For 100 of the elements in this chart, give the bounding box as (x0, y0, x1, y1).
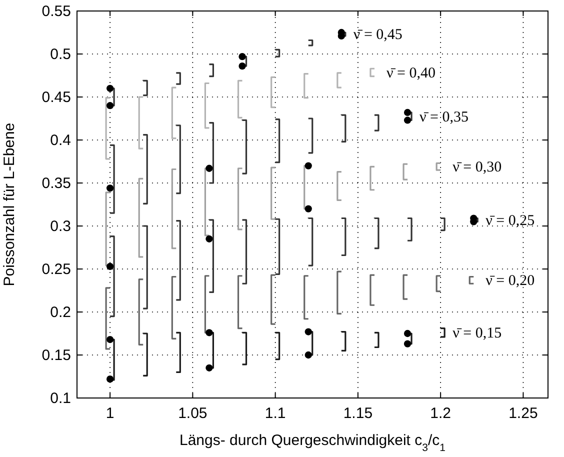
bar (340, 330, 346, 352)
bar (208, 122, 214, 184)
bar (237, 275, 244, 330)
point (206, 364, 213, 372)
bar (274, 118, 280, 164)
bar (270, 166, 276, 220)
bar (436, 162, 442, 171)
x-axis-title: Längs- durch Quergeschwindigkeit c$_{3}$/c$_{1}$ (180, 432, 446, 454)
bar (241, 332, 248, 366)
bar (336, 72, 342, 88)
bar (138, 178, 144, 258)
bar (370, 166, 376, 191)
bar (308, 118, 314, 154)
bar (440, 217, 446, 232)
bar (109, 236, 115, 318)
bar (340, 114, 346, 143)
point (206, 164, 213, 172)
bar (142, 225, 148, 310)
bar (274, 218, 280, 275)
bar (142, 80, 148, 96)
series-label: ν̄ = 0,30 (452, 160, 502, 176)
series-label: ν̄ = 0,40 (386, 65, 436, 82)
point (106, 336, 114, 344)
point (304, 205, 312, 212)
bar (336, 171, 342, 201)
bar (374, 114, 380, 132)
bar (468, 276, 474, 284)
bar (237, 80, 244, 118)
bar (142, 134, 148, 204)
bar (204, 168, 210, 236)
bar (171, 276, 177, 340)
bar (440, 328, 446, 338)
bar (175, 220, 181, 301)
bar (105, 287, 111, 350)
bar (204, 275, 210, 334)
point (106, 376, 114, 383)
y-tick-label: 0.2 (50, 304, 71, 321)
point (238, 62, 246, 70)
bar (175, 72, 181, 85)
point (106, 262, 114, 270)
y-tick-label: 0.5 (50, 46, 71, 63)
bar (241, 119, 248, 174)
bar (138, 278, 144, 346)
bar (274, 332, 280, 360)
bar (436, 275, 442, 292)
x-tick-label: 1.15 (343, 405, 373, 422)
point (304, 328, 312, 336)
point (304, 162, 312, 170)
y-tick-label: 0.55 (42, 3, 71, 20)
bar (374, 217, 380, 250)
point (404, 330, 412, 338)
bar (274, 48, 280, 58)
bar (138, 96, 144, 150)
bar (336, 270, 342, 315)
y-axis-title: Poissonzahl für L-Ebene (1, 122, 18, 286)
bar (402, 163, 408, 180)
y-tick-label: 0.4 (50, 132, 71, 149)
bar (105, 192, 111, 266)
bar (175, 124, 181, 194)
y-tick-label: 0.25 (42, 261, 71, 278)
series-label: ν̄ = 0,25 (486, 212, 535, 229)
series-label: ν̄ = 0,45 (353, 27, 402, 44)
bar (308, 217, 314, 266)
bar (208, 64, 214, 78)
bar (374, 332, 380, 348)
bar (304, 275, 310, 320)
point (206, 329, 213, 336)
y-tick-label: 0.3 (50, 218, 71, 235)
x-tick-label: 1.25 (508, 405, 538, 422)
bar (241, 219, 248, 284)
bar (406, 217, 412, 242)
bar (171, 168, 177, 250)
x-tick-label: 1.05 (178, 405, 208, 422)
point (106, 102, 114, 110)
bar (204, 82, 210, 129)
x-tick-label: 1 (106, 405, 114, 422)
y-tick-label: 0.1 (50, 390, 71, 407)
bar (270, 76, 276, 108)
bar (175, 332, 181, 373)
bar (208, 219, 214, 294)
bar (308, 39, 314, 46)
series-label: ν̄ = 0,35 (420, 109, 469, 126)
y-tick-label: 0.15 (42, 347, 71, 364)
series-label: ν̄ = 0,20 (486, 273, 535, 290)
y-tick-label: 0.35 (42, 175, 71, 192)
bar (105, 97, 111, 160)
point (238, 53, 246, 60)
series-label: ν̄ = 0,15 (452, 326, 502, 342)
bar (109, 144, 115, 214)
x-tick-label: 1.2 (430, 405, 452, 422)
bar (171, 86, 177, 140)
point (106, 184, 114, 192)
x-tick-label: 1.1 (264, 405, 286, 422)
point (404, 108, 412, 116)
bar (370, 274, 376, 306)
bar (142, 332, 148, 376)
bar (270, 274, 276, 325)
bar (340, 217, 346, 256)
bar (304, 72, 310, 99)
point (404, 340, 412, 348)
